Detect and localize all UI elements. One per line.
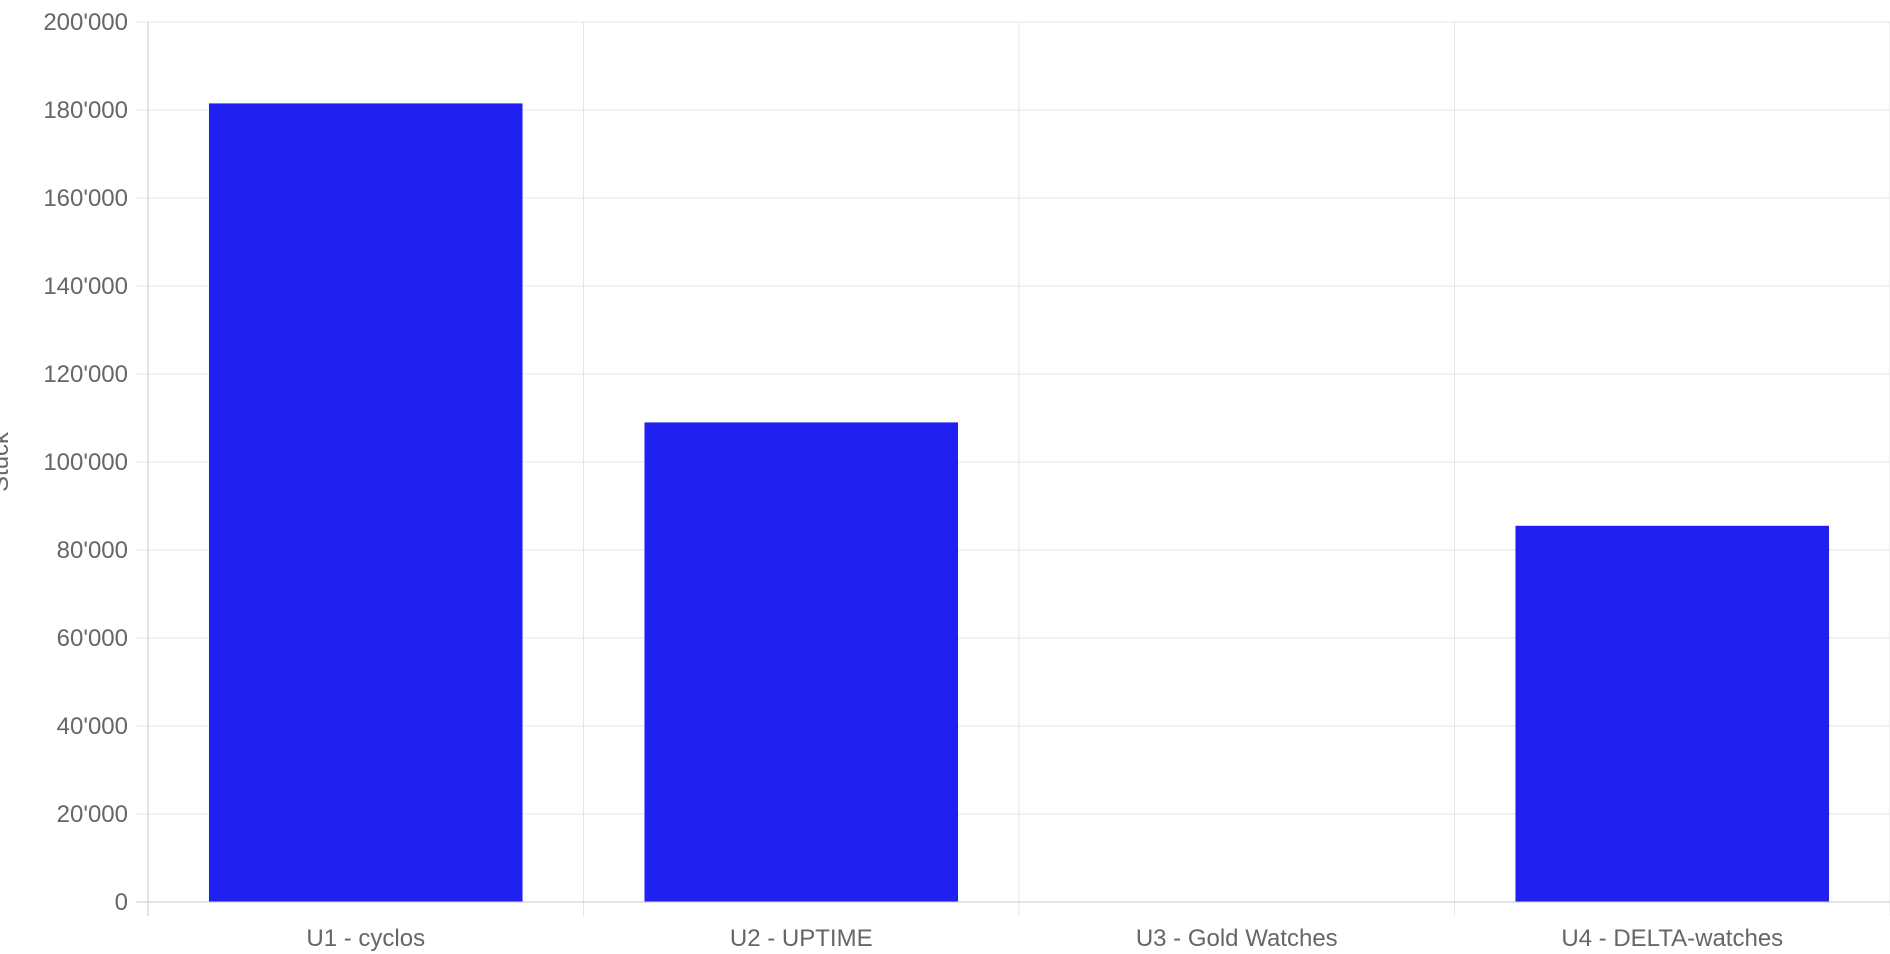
axes — [136, 22, 1890, 916]
bar[interactable] — [208, 103, 523, 902]
bars — [208, 103, 1830, 902]
x-tick-label: U3 - Gold Watches — [1136, 925, 1338, 952]
x-tick-labels: U1 - cyclos U2 - UPTIME U3 - Gold Watches U… — [306, 925, 1783, 952]
y-tick-label: 100'000 — [43, 449, 128, 476]
y-tick-label: 80'000 — [57, 537, 128, 564]
x-tick-label: U4 - DELTA-watches — [1561, 925, 1783, 952]
y-tick-label: 20'000 — [57, 801, 128, 828]
y-axis-title: Stück — [0, 431, 14, 492]
bar[interactable] — [644, 422, 959, 902]
y-tick-label: 40'000 — [57, 713, 128, 740]
y-tick-labels: 0 20'000 40'000 60'000 80'000 100'000 120'000 1… — [43, 9, 128, 916]
x-tick-label: U1 - cyclos — [306, 925, 425, 952]
x-tick-label: U2 - UPTIME — [730, 925, 873, 952]
y-tick-label: 0 — [115, 889, 128, 916]
y-tick-label: 140'000 — [43, 273, 128, 300]
bar[interactable] — [1515, 525, 1830, 902]
y-tick-label: 60'000 — [57, 625, 128, 652]
y-tick-label: 200'000 — [43, 9, 128, 36]
y-tick-label: 160'000 — [43, 185, 128, 212]
y-tick-label: 120'000 — [43, 361, 128, 388]
y-tick-label: 180'000 — [43, 97, 128, 124]
